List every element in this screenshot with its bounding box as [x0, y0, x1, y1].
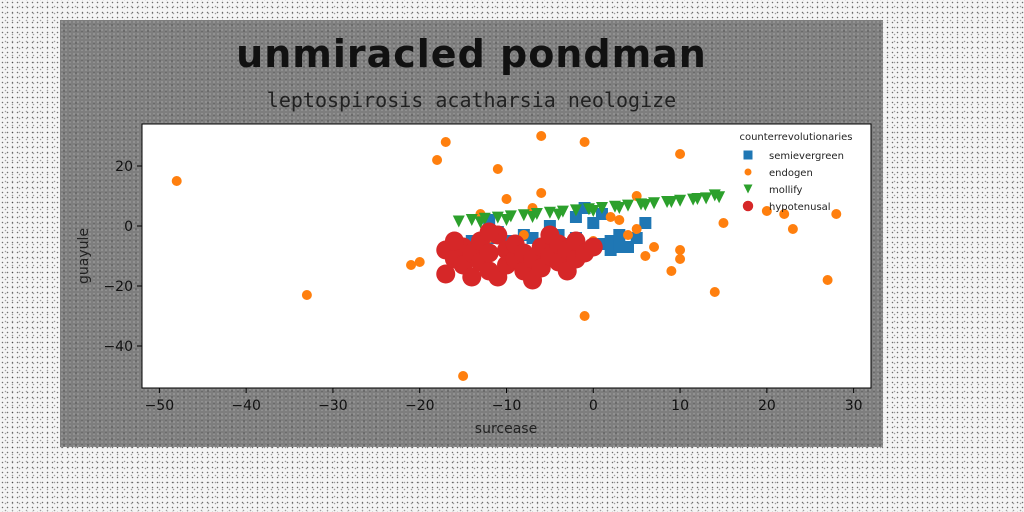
- endogen-point: [666, 266, 677, 276]
- x-axis-label: surcease: [475, 421, 537, 437]
- semievergreen-point: [630, 232, 643, 244]
- mollify-point: [648, 197, 661, 210]
- hypotenusal-point: [436, 264, 456, 284]
- x-axis-ticks: −50 −40 −30 −20 −10 0 10 20 30: [145, 388, 863, 414]
- endogen-point: [492, 164, 503, 174]
- hypotenusal-point: [479, 243, 499, 263]
- mollify-point: [639, 199, 652, 211]
- mollify-point: [543, 206, 556, 219]
- x-tick-label: 30: [845, 398, 863, 414]
- x-tick-label: 0: [589, 398, 598, 414]
- x-tick-label: −40: [231, 398, 261, 414]
- endogen-point: [787, 224, 798, 234]
- mollify-point: [452, 215, 465, 228]
- endogen-point: [458, 371, 469, 381]
- endogen-point: [414, 257, 425, 267]
- semievergreen-point: [639, 217, 652, 229]
- legend: counterrevolutionaries semievergreen endo…: [739, 132, 852, 213]
- legend-marker-semievergreen: [743, 150, 753, 160]
- endogen-point: [579, 137, 590, 147]
- mollify-point: [691, 193, 704, 205]
- endogen-point: [675, 149, 686, 159]
- y-axis-ticks: −40 −20 0 20: [103, 159, 142, 355]
- mollify-point: [517, 209, 530, 222]
- x-tick-label: −50: [145, 398, 175, 414]
- legend-label-endogen: endogen: [769, 168, 813, 179]
- mollify-point: [708, 189, 721, 202]
- mollify-point: [613, 202, 626, 214]
- legend-label-mollify: mollify: [769, 185, 803, 196]
- legend-marker-endogen: [744, 168, 752, 176]
- endogen-point: [614, 215, 625, 225]
- y-tick-label: −40: [103, 339, 133, 355]
- endogen-point: [623, 230, 633, 240]
- y-tick-label: 20: [115, 159, 133, 175]
- mollify-point: [700, 192, 713, 205]
- endogen-point: [718, 218, 729, 228]
- endogen-point: [301, 290, 312, 300]
- endogen-point: [709, 287, 720, 297]
- series-endogen: [171, 131, 842, 381]
- mollify-point: [552, 208, 565, 221]
- endogen-point: [822, 275, 833, 285]
- x-tick-label: 20: [758, 398, 776, 414]
- endogen-point: [779, 209, 790, 219]
- endogen-point: [579, 311, 590, 321]
- scatter-plot: −50 −40 −30 −20 −10 0 10 20 30 −40 −20 0 20 surceas…: [76, 123, 872, 437]
- chart-title: unmiracled pondman: [236, 32, 707, 76]
- legend-marker-mollify: [743, 184, 753, 194]
- x-tick-label: −30: [318, 398, 348, 414]
- endogen-point: [432, 155, 443, 165]
- endogen-point: [406, 260, 417, 270]
- y-axis-label: guayule: [76, 228, 92, 284]
- x-tick-label: −10: [492, 398, 522, 414]
- endogen-point: [675, 245, 686, 255]
- endogen-point: [631, 224, 642, 234]
- endogen-point: [605, 212, 616, 222]
- mollify-point: [500, 214, 513, 226]
- endogen-point: [501, 194, 512, 204]
- series-hypotenusal: [436, 222, 603, 290]
- hypotenusal-point: [479, 222, 499, 242]
- legend-label-semievergreen: semievergreen: [769, 151, 844, 162]
- figure-panel: unmiracled pondman leptospirosis acathar…: [60, 20, 883, 447]
- hypotenusal-point: [444, 231, 464, 251]
- mollify-point: [569, 204, 582, 217]
- endogen-point: [831, 209, 842, 219]
- endogen-point: [536, 188, 547, 198]
- legend-label-hypotenusal: hypotenusal: [769, 202, 831, 213]
- x-tick-label: −20: [405, 398, 435, 414]
- mollify-point: [665, 196, 678, 208]
- semievergreen-point: [613, 229, 626, 241]
- endogen-point: [536, 131, 547, 141]
- endogen-point: [640, 251, 651, 261]
- legend-title: counterrevolutionaries: [739, 132, 852, 143]
- points-layer: [171, 131, 842, 381]
- chart-subtitle: leptospirosis acatharsia neologize: [266, 88, 677, 112]
- x-tick-label: 10: [671, 398, 689, 414]
- mollify-point: [474, 216, 487, 229]
- series-mollify: [452, 189, 726, 229]
- mollify-point: [674, 194, 687, 207]
- hypotenusal-point: [583, 237, 603, 257]
- y-tick-label: 0: [124, 219, 133, 235]
- endogen-point: [761, 206, 772, 216]
- endogen-point: [649, 242, 660, 252]
- mollify-point: [587, 205, 600, 217]
- endogen-point: [171, 176, 182, 186]
- legend-marker-hypotenusal: [742, 200, 754, 212]
- hypotenusal-point: [462, 267, 482, 287]
- endogen-point: [440, 137, 451, 147]
- mollify-point: [526, 211, 539, 223]
- y-tick-label: −20: [103, 279, 133, 295]
- endogen-point: [675, 254, 686, 264]
